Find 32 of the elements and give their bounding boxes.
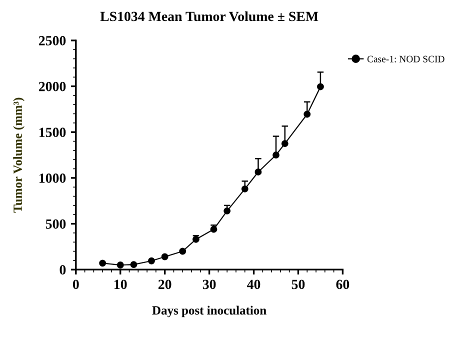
y-tick-label: 2000 xyxy=(38,82,66,92)
point xyxy=(130,261,138,268)
point xyxy=(210,226,218,233)
x-tick-label: 30 xyxy=(202,280,216,290)
x-axis-title: Days post inoculation xyxy=(152,306,266,318)
x-tick-label: 0 xyxy=(72,280,79,290)
point xyxy=(179,248,186,255)
y-tick-label: 500 xyxy=(46,219,66,229)
point xyxy=(241,185,248,192)
y-tick-label: 1500 xyxy=(40,128,66,138)
x-tick-label: 10 xyxy=(114,280,127,290)
point xyxy=(148,257,155,264)
x-tick-label: 50 xyxy=(292,280,305,290)
x-tick-label: 40 xyxy=(247,280,260,290)
point xyxy=(161,253,168,260)
point xyxy=(281,140,288,148)
legend-label: Case-1: NOD SCID xyxy=(367,56,444,62)
point xyxy=(99,260,106,267)
y-tick-label: 1000 xyxy=(40,174,66,183)
point xyxy=(116,262,124,268)
x-tick-label: 20 xyxy=(158,280,172,290)
point xyxy=(254,168,262,176)
y-tick-label: 2500 xyxy=(38,36,66,46)
x-tick-label: 60 xyxy=(336,280,350,290)
y-tick-label: 0 xyxy=(60,265,66,275)
point xyxy=(192,236,200,243)
point xyxy=(304,110,311,118)
chart-title: LS1034 Mean Tumor Volume ± SEM xyxy=(100,11,318,22)
point xyxy=(272,152,280,158)
point xyxy=(224,207,231,214)
point xyxy=(316,83,324,90)
y-axis-title: Tumor Volume (mm³) xyxy=(13,98,25,213)
